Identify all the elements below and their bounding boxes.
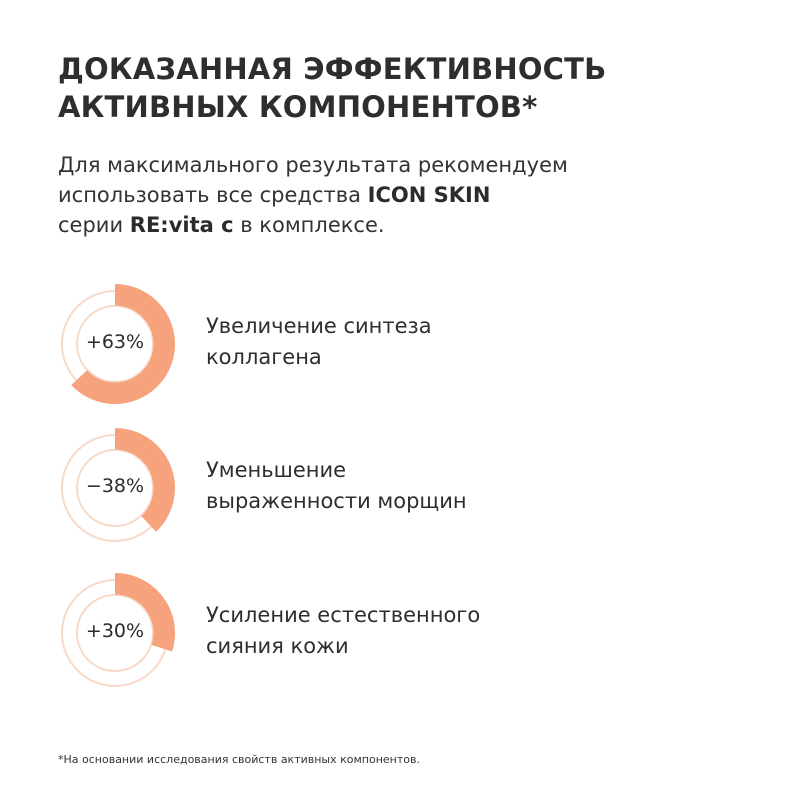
intro-line-2: использовать все средства ICON SKIN	[58, 180, 568, 210]
progress-ring-graphic	[61, 284, 175, 404]
metric-label-line-1: Усиление естественного	[206, 603, 481, 627]
metric-label-line-1: Увеличение синтеза	[206, 314, 432, 338]
series-name: RE:vita c	[129, 213, 234, 237]
metric-label-line-1: Уменьшение	[206, 458, 347, 482]
intro-line-1: Для максимального результата рекомендуем	[58, 153, 568, 177]
metric-value: +63%	[85, 331, 145, 353]
intro-text: Для максимального результата рекомендуем…	[58, 150, 568, 240]
metric-label-line-2: сияния кожи	[206, 634, 349, 658]
ring-progress-arc	[115, 428, 175, 532]
metric-radiance: +30% Усиление естественного сияния кожи	[56, 572, 756, 696]
metric-label-line-2: выраженности морщин	[206, 489, 467, 513]
page-heading: ДОКАЗАННАЯ ЭФФЕКТИВНОСТЬ АКТИВНЫХ КОМПОН…	[58, 50, 606, 126]
metric-value: −38%	[85, 475, 145, 497]
intro-line-3: серии RE:vita c в комплексе.	[58, 210, 568, 240]
metric-label: Уменьшение выраженности морщин	[206, 455, 467, 517]
progress-ring-graphic	[61, 573, 175, 687]
ring-track-inner	[76, 449, 154, 527]
metric-wrinkles: −38% Уменьшение выраженности морщин	[56, 427, 756, 551]
ring-progress-arc	[115, 573, 175, 652]
metric-value: +30%	[85, 620, 145, 642]
ring-progress-arc	[71, 284, 175, 404]
heading-line-1: ДОКАЗАННАЯ ЭФФЕКТИВНОСТЬ	[58, 52, 607, 86]
progress-ring: +30%	[56, 572, 180, 696]
progress-ring-graphic	[61, 428, 175, 542]
metric-label-line-2: коллагена	[206, 345, 322, 369]
brand-name: ICON SKIN	[367, 183, 491, 207]
progress-ring: −38%	[56, 427, 180, 551]
ring-track-inner	[76, 594, 154, 672]
footnote: *На основании исследования свойств актив…	[58, 753, 420, 766]
metric-label: Усиление естественного сияния кожи	[206, 600, 480, 662]
intro-line-3-end: в комплексе.	[233, 213, 385, 237]
ring-track-inner	[76, 305, 154, 383]
intro-line-2-text: использовать все средства	[58, 183, 368, 207]
heading-line-2: АКТИВНЫХ КОМПОНЕНТОВ*	[58, 90, 538, 124]
intro-line-3-text: серии	[58, 213, 130, 237]
metric-collagen: +63% Увеличение синтеза коллагена	[56, 283, 756, 407]
progress-ring: +63%	[56, 283, 180, 407]
metric-label: Увеличение синтеза коллагена	[206, 311, 432, 373]
